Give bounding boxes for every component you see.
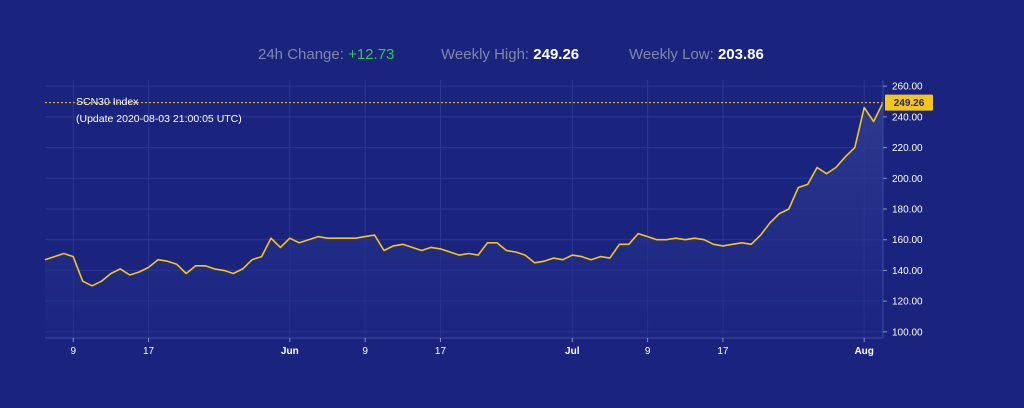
- price-area: [45, 102, 883, 338]
- y-tick-label: 100.00: [892, 327, 923, 338]
- last-price-tag-text: 249.26: [894, 98, 925, 109]
- y-tick-label: 140.00: [892, 266, 923, 277]
- stat-weekly-low-value: 203.86: [717, 46, 764, 63]
- last-price-tag: 249.26: [885, 94, 933, 111]
- y-tick-label: 160.00: [892, 235, 923, 246]
- x-tick-label: 17: [717, 346, 729, 357]
- stat-weekly-high: Weekly High: 249.26: [441, 46, 579, 63]
- y-tick-label: 200.00: [892, 174, 923, 185]
- stat-24h-change-label: 24h Change:: [258, 46, 344, 63]
- chart-update-time: (Update 2020-08-03 21:00:05 UTC): [76, 113, 242, 125]
- x-axis: 9 17 Jun 9 17 Jul 9 17 Aug: [70, 338, 874, 357]
- stats-bar: 24h Change: +12.73 Weekly High: 249.26 W…: [0, 46, 1024, 70]
- x-tick-label: Aug: [854, 346, 873, 357]
- y-tick-label: 220.00: [892, 143, 923, 154]
- y-tick-label: 120.00: [892, 297, 923, 308]
- x-tick-label: 17: [435, 346, 447, 357]
- x-tick-label: Jun: [281, 346, 299, 357]
- y-tick-label: 240.00: [892, 112, 923, 123]
- x-tick-label: 9: [70, 346, 76, 357]
- chart-title: SCN30 Index: [76, 96, 139, 108]
- stat-weekly-low-label: Weekly Low:: [629, 46, 714, 63]
- y-axis: 100.00 120.00 140.00 160.00 180.00 200.00 220.…: [883, 82, 923, 338]
- y-tick-label: 180.00: [892, 205, 923, 216]
- x-tick-label: 9: [645, 346, 651, 357]
- x-tick-label: Jul: [565, 346, 580, 357]
- stat-24h-change: 24h Change: +12.73: [258, 46, 394, 63]
- y-tick-label: 260.00: [892, 82, 923, 93]
- x-tick-label: 17: [143, 346, 155, 357]
- x-tick-label: 9: [362, 346, 368, 357]
- stat-24h-change-value: +12.73: [348, 46, 395, 63]
- price-line: [44, 102, 884, 287]
- stat-weekly-high-value: 249.26: [533, 46, 580, 63]
- last-price-tag-bg: [885, 94, 933, 111]
- stat-weekly-high-label: Weekly High:: [441, 46, 530, 63]
- stat-weekly-low: Weekly Low: 203.86: [629, 46, 764, 63]
